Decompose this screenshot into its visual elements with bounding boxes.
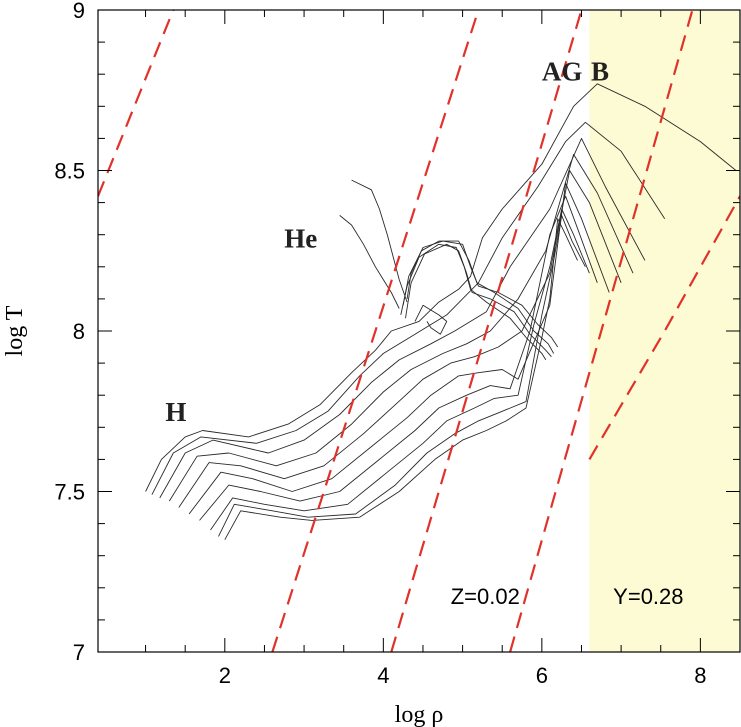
loop-line-4 <box>400 243 547 361</box>
y-axis-title: log T <box>2 305 28 356</box>
reference-line-5 <box>588 195 740 460</box>
track-line-1 <box>145 83 737 492</box>
label-h: H <box>165 397 186 427</box>
track-line-3 <box>159 137 646 499</box>
plot-area <box>98 10 740 652</box>
reference-line-1 <box>98 10 175 197</box>
x-tick-label: 6 <box>536 663 548 688</box>
y-tick-label: 8.5 <box>54 159 85 184</box>
reference-line-2 <box>271 10 480 652</box>
track-line-10 <box>224 218 578 540</box>
x-axis-title: log ρ <box>395 702 444 727</box>
loop-line-2 <box>402 240 555 354</box>
plot-clip-group <box>98 10 740 652</box>
shaded-region <box>589 10 740 652</box>
y-tick-label: 9 <box>73 0 85 23</box>
label-he: He <box>284 224 317 254</box>
track-line-2 <box>151 121 666 495</box>
x-tick-label: 2 <box>219 663 231 688</box>
label-z: Z=0.02 <box>451 584 520 609</box>
x-tick-label: 4 <box>377 663 389 688</box>
x-tick-label: 8 <box>694 663 706 688</box>
label-agb-b: B <box>591 57 609 87</box>
loop-line-7 <box>351 179 408 303</box>
loop-line-3 <box>405 243 552 357</box>
reference-line-4 <box>509 10 694 652</box>
y-tick-label: 7 <box>73 640 85 665</box>
label-y: Y=0.28 <box>613 584 683 609</box>
label-agb-a: AG <box>542 57 583 87</box>
reference-line-3 <box>390 10 583 652</box>
track-line-6 <box>188 182 610 515</box>
track-line-7 <box>199 195 598 521</box>
loop-line-5 <box>414 304 448 335</box>
y-tick-label: 7.5 <box>54 480 85 505</box>
annotations: H He AG B Z=0.02 Y=0.28 <box>165 57 683 609</box>
track-line-4 <box>168 153 634 502</box>
loop-line-6 <box>339 215 400 309</box>
y-tick-label: 8 <box>73 319 85 344</box>
track-line-9 <box>218 214 586 537</box>
